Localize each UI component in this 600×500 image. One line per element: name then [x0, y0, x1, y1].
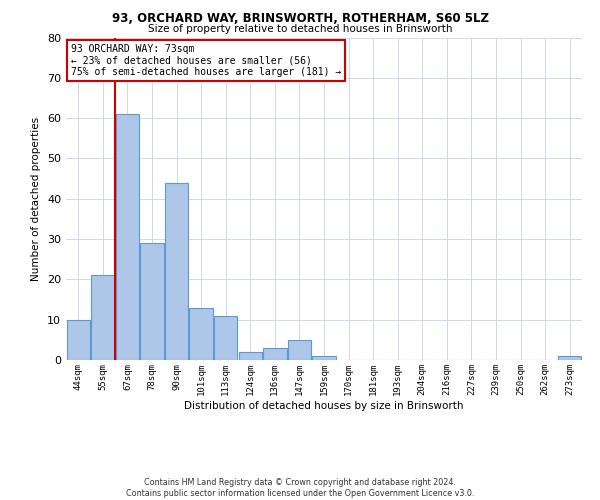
- Bar: [239, 352, 262, 360]
- Bar: [288, 340, 311, 360]
- Bar: [263, 348, 287, 360]
- Y-axis label: Number of detached properties: Number of detached properties: [31, 116, 41, 281]
- Bar: [67, 320, 90, 360]
- Bar: [313, 356, 335, 360]
- Bar: [140, 243, 164, 360]
- Bar: [190, 308, 213, 360]
- Bar: [558, 356, 581, 360]
- Bar: [91, 276, 115, 360]
- Text: Contains HM Land Registry data © Crown copyright and database right 2024.
Contai: Contains HM Land Registry data © Crown c…: [126, 478, 474, 498]
- Text: 93 ORCHARD WAY: 73sqm
← 23% of detached houses are smaller (56)
75% of semi-deta: 93 ORCHARD WAY: 73sqm ← 23% of detached …: [71, 44, 341, 77]
- Bar: [214, 316, 238, 360]
- Text: 93, ORCHARD WAY, BRINSWORTH, ROTHERHAM, S60 5LZ: 93, ORCHARD WAY, BRINSWORTH, ROTHERHAM, …: [112, 12, 488, 26]
- Bar: [165, 182, 188, 360]
- X-axis label: Distribution of detached houses by size in Brinsworth: Distribution of detached houses by size …: [184, 400, 464, 410]
- Bar: [116, 114, 139, 360]
- Text: Size of property relative to detached houses in Brinsworth: Size of property relative to detached ho…: [148, 24, 452, 34]
